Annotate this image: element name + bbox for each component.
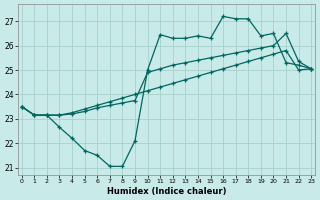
X-axis label: Humidex (Indice chaleur): Humidex (Indice chaleur) [107, 187, 226, 196]
